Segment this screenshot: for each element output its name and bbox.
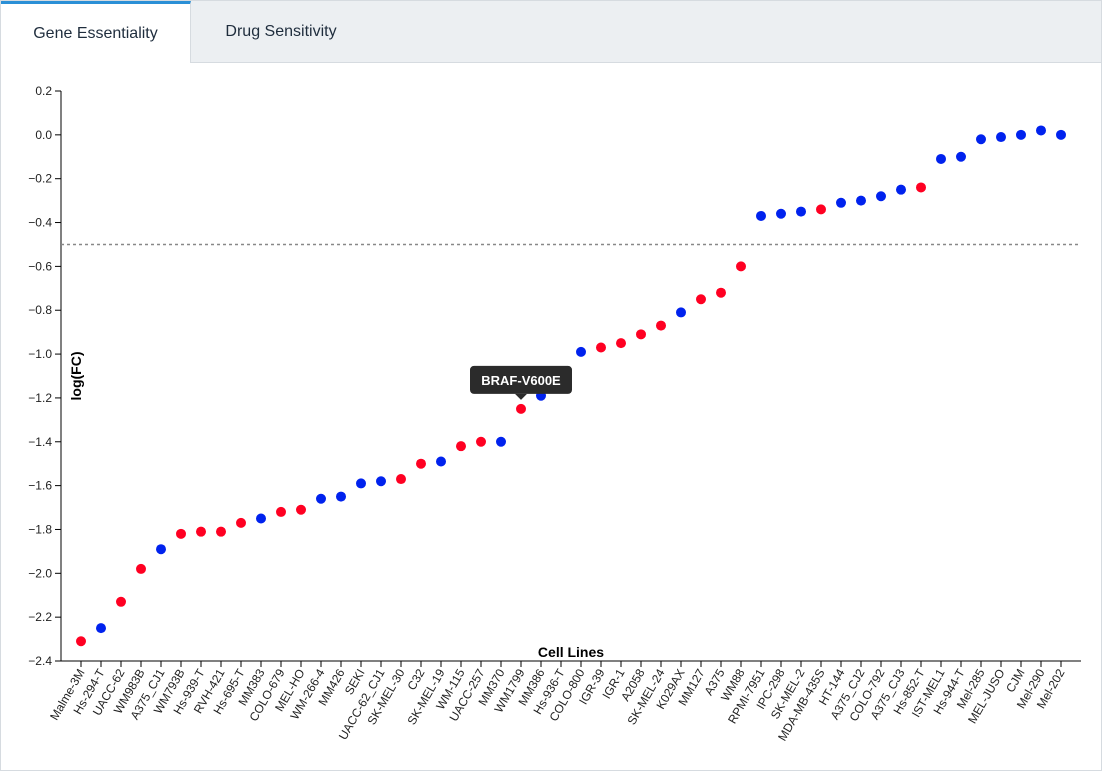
data-point[interactable]	[736, 261, 746, 272]
tooltip-background	[470, 365, 572, 394]
y-tick-label: −1.2	[28, 391, 52, 405]
data-point[interactable]	[96, 623, 106, 634]
y-tick-label: −0.6	[28, 259, 52, 273]
data-points	[76, 125, 1066, 647]
data-point[interactable]	[576, 346, 586, 357]
data-point[interactable]	[1036, 125, 1046, 136]
data-point[interactable]	[216, 526, 226, 537]
y-tick-label: −1.4	[28, 435, 52, 449]
y-tick-label: −1.8	[28, 522, 52, 536]
data-point[interactable]	[496, 436, 506, 447]
data-point[interactable]	[876, 191, 886, 202]
y-tick-label: −0.2	[28, 172, 52, 186]
data-point[interactable]	[416, 458, 426, 469]
data-point[interactable]	[276, 506, 286, 517]
data-point[interactable]	[436, 456, 446, 467]
data-point[interactable]	[996, 132, 1006, 143]
x-axis-title: Cell Lines	[538, 644, 604, 660]
data-point[interactable]	[236, 517, 246, 528]
data-point[interactable]	[656, 320, 666, 331]
data-point[interactable]	[1056, 129, 1066, 140]
data-point[interactable]	[936, 153, 946, 164]
data-point[interactable]	[856, 195, 866, 206]
data-point[interactable]	[396, 474, 406, 485]
data-point[interactable]	[116, 596, 126, 607]
data-point[interactable]	[356, 478, 366, 489]
data-point[interactable]	[696, 294, 706, 305]
y-tick-label: −0.8	[28, 303, 52, 317]
x-axis: Malme-3MHs-294-TUACC-62WM983BA375_CJ1WM7…	[47, 660, 1081, 743]
y-tick-label: −2.2	[28, 610, 52, 624]
data-point[interactable]	[476, 436, 486, 447]
y-tick-label: −2.4	[28, 654, 52, 668]
data-point[interactable]	[816, 204, 826, 215]
data-point[interactable]	[976, 134, 986, 145]
data-point[interactable]	[156, 544, 166, 555]
data-point[interactable]	[1016, 129, 1026, 140]
data-point[interactable]	[716, 287, 726, 298]
data-point[interactable]	[616, 338, 626, 349]
scatter-chart: 0.2 0.0 −0.2 −0.4 −0.6 −0.8 −1.0 −1.2 −1.4 −1.6 −1…	[28, 84, 1081, 743]
tooltip-text: BRAF-V600E	[481, 373, 561, 388]
data-point[interactable]	[376, 476, 386, 487]
y-tick-label: −1.0	[28, 347, 52, 361]
data-point[interactable]	[256, 513, 266, 524]
data-point[interactable]	[676, 307, 686, 318]
data-point[interactable]	[296, 504, 306, 515]
y-tick-label: −0.4	[28, 216, 52, 230]
y-tick-label: −2.0	[28, 566, 52, 580]
data-point[interactable]	[956, 151, 966, 162]
y-tick-label: 0.2	[35, 84, 52, 98]
data-point[interactable]	[76, 636, 86, 647]
tab-bar: Gene Essentiality Drug Sensitivity	[1, 1, 1101, 63]
y-axis-title: log(FC)	[68, 352, 84, 401]
data-point[interactable]	[756, 210, 766, 221]
data-point[interactable]	[176, 528, 186, 539]
tooltip: BRAF-V600E	[470, 365, 572, 400]
tab-drug-sensitivity[interactable]: Drug Sensitivity	[225, 22, 337, 40]
data-point[interactable]	[896, 184, 906, 195]
data-point[interactable]	[516, 403, 526, 414]
data-point[interactable]	[136, 563, 146, 574]
tooltip-arrow	[515, 393, 527, 400]
data-point[interactable]	[916, 182, 926, 193]
tab-gene-essentiality[interactable]: Gene Essentiality	[1, 1, 191, 63]
data-point[interactable]	[196, 526, 206, 537]
y-tick-label: 0.0	[35, 128, 52, 142]
data-point[interactable]	[316, 493, 326, 504]
y-axis: 0.2 0.0 −0.2 −0.4 −0.6 −0.8 −1.0 −1.2 −1.4 −1.6 −1…	[28, 84, 62, 668]
data-point[interactable]	[796, 206, 806, 217]
data-point[interactable]	[836, 197, 846, 208]
data-point[interactable]	[336, 491, 346, 502]
data-point[interactable]	[456, 441, 466, 452]
y-tick-label: −1.6	[28, 479, 52, 493]
data-point[interactable]	[776, 208, 786, 219]
data-point[interactable]	[636, 329, 646, 340]
data-point[interactable]	[596, 342, 606, 353]
